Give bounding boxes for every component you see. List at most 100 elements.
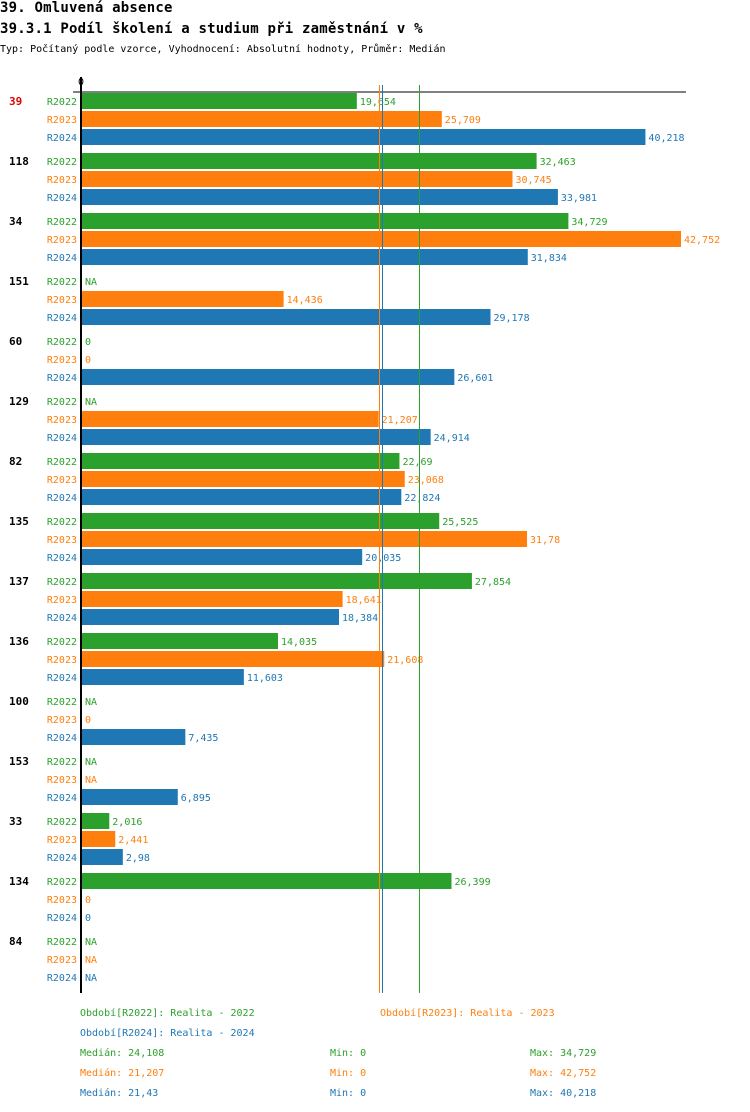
- data-label: 31,834: [531, 253, 567, 264]
- data-label: 6,895: [181, 793, 211, 804]
- bar: [81, 873, 452, 889]
- group-label: 129: [9, 395, 29, 408]
- bar: [81, 231, 681, 247]
- series-label: R2022: [47, 577, 77, 588]
- data-label: 19,654: [360, 97, 396, 108]
- group-label: 136: [9, 635, 29, 648]
- bar: [81, 291, 284, 307]
- series-label: R2023: [47, 115, 77, 126]
- series-label: R2024: [47, 493, 77, 504]
- data-label: 26,399: [454, 877, 490, 888]
- bar: [81, 213, 569, 229]
- bar: [81, 489, 402, 505]
- data-label: NA: [85, 697, 97, 708]
- data-label: 18,641: [346, 595, 382, 606]
- data-label: 29,178: [493, 313, 529, 324]
- series-label: R2024: [47, 133, 77, 144]
- bar: [81, 531, 528, 547]
- bar: [81, 93, 357, 109]
- data-label: NA: [85, 775, 97, 786]
- bar: [81, 609, 340, 625]
- data-label: 27,854: [475, 577, 511, 588]
- data-label: NA: [85, 937, 97, 948]
- page-title: 39. Omluvená absence: [0, 0, 173, 16]
- bar: [81, 513, 440, 529]
- series-label: R2024: [47, 973, 77, 984]
- bar: [81, 453, 400, 469]
- data-label: 7,435: [188, 733, 218, 744]
- group-label: 151: [9, 275, 29, 288]
- series-label: R2023: [47, 235, 77, 246]
- series-label: R2022: [47, 277, 77, 288]
- series-label: R2023: [47, 355, 77, 366]
- series-label: R2024: [47, 853, 77, 864]
- data-label: NA: [85, 277, 97, 288]
- bar: [81, 153, 537, 169]
- data-label: 26,601: [457, 373, 493, 384]
- stat-max-r2024: Max: 40,218: [530, 1088, 597, 1099]
- group-label: 137: [9, 575, 29, 588]
- series-label: R2022: [47, 937, 77, 948]
- series-label: R2022: [47, 157, 77, 168]
- data-label: 21,608: [387, 655, 423, 666]
- bar-chart: 0 39 R2022 19,654 R2023 25,709 R2024 40,218 118 R…: [9, 77, 720, 993]
- bar: [81, 429, 431, 445]
- series-label: R2024: [47, 433, 77, 444]
- data-label: 0: [85, 355, 91, 366]
- stat-max-r2023: Max: 42,752: [530, 1068, 597, 1079]
- bar: [81, 471, 405, 487]
- data-label: NA: [85, 397, 97, 408]
- data-label: 23,068: [408, 475, 444, 486]
- chart-title: 39.3.1 Podíl školení a studium při zaměs…: [0, 21, 423, 37]
- series-label: R2024: [47, 253, 77, 264]
- series-label: R2023: [47, 775, 77, 786]
- bar: [81, 813, 110, 829]
- series-label: R2024: [47, 373, 77, 384]
- data-label: 11,603: [247, 673, 283, 684]
- series-label: R2023: [47, 415, 77, 426]
- series-label: R2022: [47, 517, 77, 528]
- data-label: 0: [85, 913, 91, 924]
- data-label: 0: [85, 337, 91, 348]
- bar: [81, 789, 178, 805]
- bar: [81, 831, 116, 847]
- series-label: R2024: [47, 613, 77, 624]
- bar: [81, 591, 343, 607]
- data-label: 20,035: [365, 553, 401, 564]
- bar: [81, 729, 186, 745]
- series-label: R2023: [47, 895, 77, 906]
- data-label: 42,752: [684, 235, 720, 246]
- data-label: 14,035: [281, 637, 317, 648]
- series-label: R2022: [47, 697, 77, 708]
- legend-period-r2023: Období[R2023]: Realita - 2023: [380, 1008, 555, 1019]
- group-label: 118: [9, 155, 29, 168]
- data-label: 2,441: [118, 835, 148, 846]
- group-label: 100: [9, 695, 29, 708]
- data-label: 30,745: [515, 175, 551, 186]
- data-label: 2,016: [112, 817, 142, 828]
- bar: [81, 129, 646, 145]
- data-label: 22,69: [402, 457, 432, 468]
- series-label: R2022: [47, 397, 77, 408]
- group-label: 135: [9, 515, 29, 528]
- group-label: 34: [9, 215, 23, 228]
- series-label: R2022: [47, 877, 77, 888]
- data-label: 22,824: [404, 493, 440, 504]
- stat-min-r2024: Min: 0: [330, 1088, 367, 1099]
- series-label: R2024: [47, 313, 77, 324]
- series-label: R2023: [47, 835, 77, 846]
- series-label: R2023: [47, 595, 77, 606]
- data-label: 0: [85, 715, 91, 726]
- series-label: R2022: [47, 817, 77, 828]
- data-label: NA: [85, 955, 97, 966]
- bar: [81, 633, 278, 649]
- data-label: 33,981: [561, 193, 597, 204]
- group-label: 60: [9, 335, 22, 348]
- data-label: 2,98: [126, 853, 150, 864]
- series-label: R2022: [47, 457, 77, 468]
- group-label: 134: [9, 875, 29, 888]
- bar: [81, 309, 491, 325]
- bar: [81, 111, 442, 127]
- series-label: R2022: [47, 337, 77, 348]
- series-label: R2022: [47, 757, 77, 768]
